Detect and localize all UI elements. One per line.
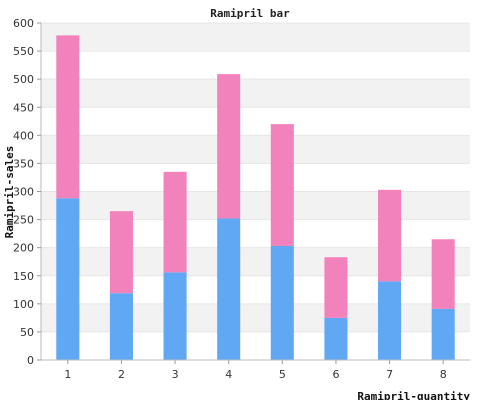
bar-segment-series-2-cat-3 — [163, 171, 187, 273]
bar-segment-series-2-cat-6 — [324, 257, 348, 318]
grid-band — [41, 191, 470, 220]
x-tick-label: 2 — [118, 368, 125, 381]
bar-segment-series-2-cat-2 — [109, 211, 133, 294]
y-tick-label: 200 — [13, 242, 34, 255]
y-tick-label: 50 — [20, 326, 34, 339]
x-axis-label: Ramipril-quantity — [357, 390, 470, 400]
grid-band — [41, 163, 470, 192]
y-tick-label: 500 — [13, 73, 34, 86]
x-tick-label: 8 — [440, 368, 447, 381]
x-tick-label: 4 — [225, 368, 232, 381]
grid-band — [41, 275, 470, 304]
grid-band — [41, 247, 470, 276]
y-tick-label: 400 — [13, 129, 34, 142]
bars — [56, 35, 455, 360]
y-tick-label: 250 — [13, 214, 34, 227]
x-tick-label: 3 — [172, 368, 179, 381]
y-tick-label: 450 — [13, 101, 34, 114]
bar-segment-series-1-cat-8 — [431, 308, 455, 360]
y-tick-label: 550 — [13, 45, 34, 58]
y-tick-label: 0 — [27, 354, 34, 367]
x-tick-label: 5 — [279, 368, 286, 381]
grid-band — [41, 135, 470, 164]
y-tick-label: 600 — [13, 17, 34, 30]
bar-segment-series-1-cat-4 — [217, 218, 241, 360]
bar-segment-series-2-cat-7 — [378, 189, 402, 282]
bar-segment-series-1-cat-3 — [163, 272, 187, 360]
grid-band — [41, 51, 470, 80]
grid-band — [41, 107, 470, 136]
grid-band — [41, 303, 470, 332]
bar-segment-series-1-cat-6 — [324, 317, 348, 360]
y-tick-label: 150 — [13, 270, 34, 283]
x-tick-label: 7 — [386, 368, 393, 381]
grid-band — [41, 79, 470, 108]
y-tick-label: 350 — [13, 157, 34, 170]
grid-bands — [41, 22, 470, 361]
bar-segment-series-1-cat-1 — [56, 198, 80, 360]
chart-title: Ramipril bar — [210, 7, 290, 20]
bar-segment-series-1-cat-7 — [378, 281, 402, 360]
x-tick-label: 6 — [332, 368, 339, 381]
grid-band — [41, 23, 470, 52]
bar-segment-series-1-cat-2 — [109, 293, 133, 360]
bar-segment-series-2-cat-8 — [431, 239, 455, 309]
y-tick-label: 100 — [13, 298, 34, 311]
bar-segment-series-2-cat-1 — [56, 35, 80, 199]
bar-segment-series-1-cat-5 — [270, 245, 294, 360]
bar-segment-series-2-cat-4 — [217, 74, 241, 219]
bar-segment-series-2-cat-5 — [270, 124, 294, 246]
grid-band — [41, 331, 470, 360]
y-axis-label: Ramipril-sales — [3, 146, 16, 239]
x-tick-label: 1 — [64, 368, 71, 381]
axes: 1 2 3 4 5 6 7 8 0 50 100 150 200 250 300 350 400 450 500 55… — [13, 17, 470, 381]
y-tick-label: 300 — [13, 186, 34, 199]
grid-band — [41, 219, 470, 248]
